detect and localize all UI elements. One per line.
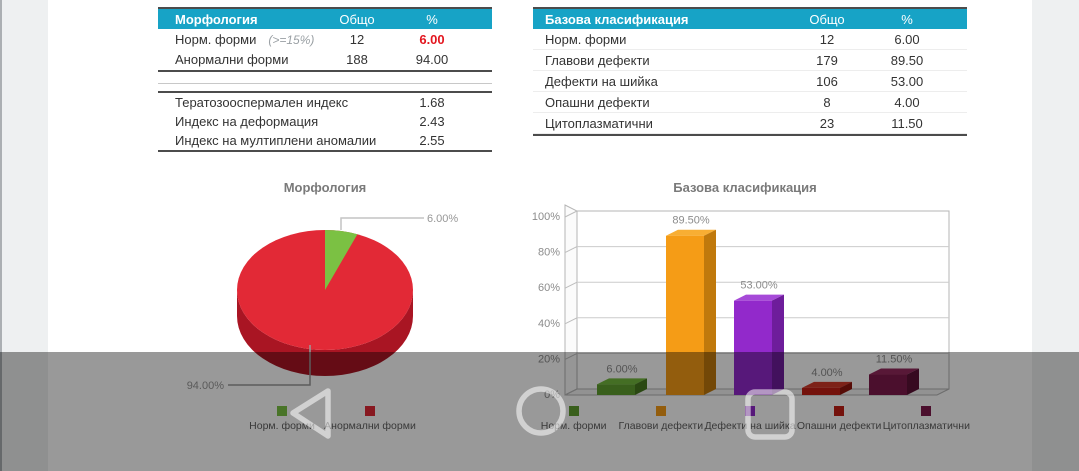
home-button-icon[interactable] bbox=[516, 386, 566, 436]
column-header-total: Общо bbox=[339, 11, 375, 27]
legend-item: Цитоплазматични bbox=[883, 406, 970, 432]
screen-left-edge bbox=[0, 0, 2, 471]
row-total: 12 bbox=[819, 31, 835, 47]
row-label: Дефекти на шийка bbox=[545, 73, 658, 89]
legend-swatch bbox=[277, 406, 287, 416]
pie-leader-line bbox=[228, 345, 311, 386]
row-percent: 11.50 bbox=[891, 115, 923, 131]
bars-group: 0%20%40%60%80%100%6.00%89.50%53.00%4.00%… bbox=[532, 210, 949, 401]
pie-legend: Норм. форми Анормални форми bbox=[228, 406, 416, 432]
pie-slices bbox=[237, 229, 413, 376]
table-row: Опашни дефекти 8 4.00 bbox=[533, 92, 967, 113]
index-label: Тератозооспермален индекс bbox=[175, 95, 349, 110]
pie-leader-line bbox=[340, 217, 424, 230]
index-label: Индекс на деформация bbox=[175, 114, 319, 129]
recents-button-icon[interactable] bbox=[745, 389, 795, 440]
separator-line bbox=[158, 150, 492, 152]
row-percent-alert: 6.00 bbox=[419, 31, 445, 47]
pie-chart: 6.00% 94.00% bbox=[187, 213, 459, 392]
pie-data-label: 94.00% bbox=[187, 380, 225, 392]
pie-chart-title: Морфология bbox=[283, 180, 367, 195]
row-percent: 94.00 bbox=[415, 51, 449, 67]
morphology-table-header: Морфология Общо % bbox=[158, 9, 492, 29]
separator-line bbox=[158, 91, 492, 93]
svg-text:100%: 100% bbox=[532, 211, 560, 223]
legend-item: Анормални форми bbox=[324, 406, 416, 432]
svg-text:20%: 20% bbox=[538, 353, 560, 365]
row-total: 12 bbox=[349, 31, 365, 47]
svg-text:4.00%: 4.00% bbox=[811, 367, 842, 379]
table-row: Норм. форми 12 6.00 bbox=[533, 29, 967, 50]
index-value: 2.43 bbox=[419, 114, 445, 129]
column-header-percent: % bbox=[901, 11, 913, 27]
index-row: Тератозооспермален индекс 1.68 bbox=[158, 93, 492, 112]
legend-label: Цитоплазматични bbox=[882, 420, 970, 432]
separator-line bbox=[533, 134, 967, 136]
svg-text:6.00%: 6.00% bbox=[606, 363, 637, 375]
table-row: Цитоплазматични 23 11.50 bbox=[533, 113, 967, 134]
index-row: Индекс на мултиплени аномалии 2.55 bbox=[158, 131, 492, 150]
svg-text:53.00%: 53.00% bbox=[740, 280, 778, 292]
row-total: 179 bbox=[816, 52, 838, 68]
table-row: Главови дефекти 179 89.50 bbox=[533, 50, 967, 71]
column-header-total: Общо bbox=[809, 11, 845, 27]
legend-swatch bbox=[921, 406, 932, 416]
back-button-icon[interactable] bbox=[290, 388, 331, 439]
row-percent: 4.00 bbox=[894, 94, 920, 110]
legend-swatch bbox=[365, 406, 375, 416]
index-label: Индекс на мултиплени аномалии bbox=[175, 133, 377, 148]
row-total: 23 bbox=[819, 115, 835, 131]
table-title: Базова класификация bbox=[545, 11, 689, 27]
legend-swatch bbox=[568, 406, 579, 416]
row-label: Опашни дефекти bbox=[545, 94, 650, 110]
row-label: Норм. форми bbox=[175, 31, 257, 47]
row-label: Анормални форми bbox=[175, 51, 289, 67]
legend-item: Норм. форми bbox=[228, 406, 336, 432]
legend-label: Норм. форми bbox=[249, 420, 315, 432]
row-total: 188 bbox=[346, 51, 368, 67]
bar-chart-title: Базова класификация bbox=[673, 180, 817, 195]
table-row: Норм. форми (>=15%) 12 6.00 bbox=[158, 29, 492, 49]
svg-text:89.50%: 89.50% bbox=[672, 215, 710, 227]
legend-item: Главови дефекти bbox=[617, 406, 704, 432]
classification-table-header: Базова класификация Общо % bbox=[533, 9, 967, 29]
svg-text:60%: 60% bbox=[538, 282, 560, 294]
column-header-percent: % bbox=[426, 11, 438, 27]
table-row: Дефекти на шийка 106 53.00 bbox=[533, 71, 967, 92]
pie-data-label: 6.00% bbox=[427, 213, 458, 225]
row-percent: 89.50 bbox=[890, 52, 924, 68]
row-label: Главови дефекти bbox=[545, 52, 650, 68]
row-total: 106 bbox=[816, 73, 838, 89]
table-row: Анормални форми 188 94.00 bbox=[158, 49, 492, 69]
svg-text:40%: 40% bbox=[538, 318, 560, 330]
svg-text:11.50%: 11.50% bbox=[876, 354, 913, 366]
row-label: Цитоплазматични bbox=[545, 115, 653, 131]
row-total: 8 bbox=[823, 94, 831, 110]
legend-label: Анормални форми bbox=[324, 420, 416, 432]
classification-table: Базова класификация Общо % Норм. форми 1… bbox=[533, 7, 967, 136]
index-row: Индекс на деформация 2.43 bbox=[158, 112, 492, 131]
row-percent: 53.00 bbox=[890, 73, 924, 89]
table-title: Морфология bbox=[175, 11, 258, 27]
bar-chart: 0%20%40%60%80%100%6.00%89.50%53.00%4.00%… bbox=[532, 204, 950, 401]
separator-line bbox=[158, 83, 492, 84]
legend-label: Главови дефекти bbox=[618, 420, 704, 432]
morphology-table: Морфология Общо % Норм. форми (>=15%) 12 … bbox=[158, 7, 492, 152]
row-percent: 6.00 bbox=[894, 31, 920, 47]
index-value: 1.68 bbox=[419, 95, 445, 110]
svg-text:80%: 80% bbox=[538, 247, 560, 259]
legend-item: Опашни дефекти bbox=[796, 406, 883, 432]
legend-swatch bbox=[834, 406, 845, 416]
legend-swatch bbox=[655, 406, 666, 416]
android-nav-overlay bbox=[0, 352, 1079, 471]
row-label: Норм. форми bbox=[545, 31, 627, 47]
index-value: 2.55 bbox=[419, 133, 445, 148]
legend-label: Опашни дефекти bbox=[796, 420, 882, 432]
separator-line bbox=[158, 70, 492, 72]
android-nav-icons bbox=[290, 386, 795, 440]
row-note: (>=15%) bbox=[268, 32, 315, 47]
